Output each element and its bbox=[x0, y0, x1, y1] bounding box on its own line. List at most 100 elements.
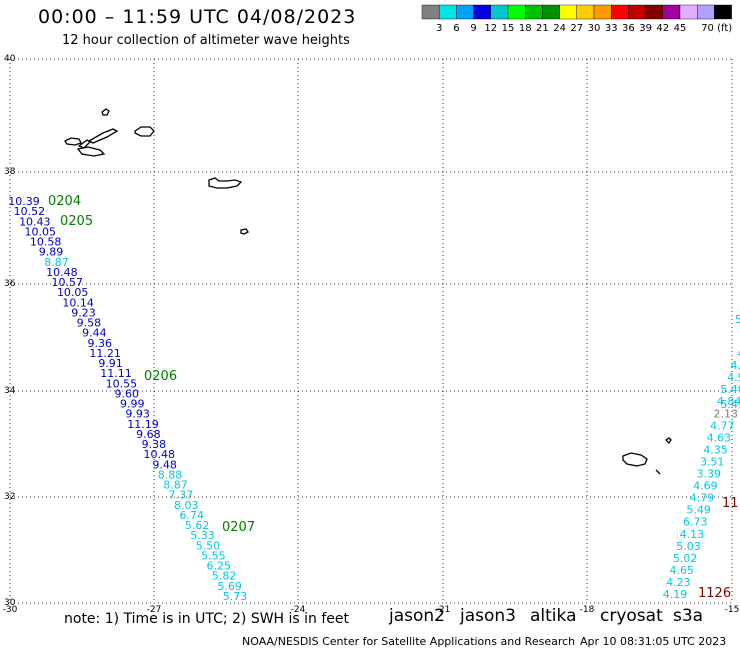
island-terceira bbox=[134, 126, 155, 137]
swh-value: 7.37 bbox=[169, 489, 194, 502]
colorbar-label: 18 bbox=[519, 23, 532, 34]
legend-altika-label: altika bbox=[530, 606, 577, 626]
x-tick-label: -27 bbox=[147, 605, 162, 615]
colorbar-swatch bbox=[525, 4, 543, 20]
swh-value: 10.39 bbox=[8, 195, 40, 208]
swh-value: 4.13 bbox=[680, 528, 705, 541]
colorbar-label: 33 bbox=[605, 23, 618, 34]
swh-value: 4.19 bbox=[663, 588, 688, 601]
swh-value: 5.62 bbox=[185, 519, 210, 532]
lat-lon-grid bbox=[9, 58, 733, 604]
colorbar-labels: 3 6 9 12 15 18 21 24 27 30 33 36 39 42 45 70 (ft) bbox=[436, 23, 732, 34]
island-flores bbox=[101, 108, 110, 116]
wave-height-colorbar: 3 6 9 12 15 18 21 24 27 30 33 36 39 42 45 70 (ft) bbox=[421, 4, 732, 34]
time-label: 0206 bbox=[144, 369, 177, 384]
colorbar-label: 30 bbox=[588, 23, 601, 34]
legend-s3a: s3a bbox=[673, 606, 703, 626]
swh-value: 3.51 bbox=[700, 455, 725, 468]
swh-value: 11.21 bbox=[89, 347, 121, 360]
swh-value: 5. bbox=[735, 313, 740, 326]
colorbar-label: 3 bbox=[436, 23, 442, 34]
swh-value: 9.68 bbox=[136, 428, 161, 441]
swh-value: 10.58 bbox=[30, 236, 62, 249]
time-label: 0207 bbox=[222, 520, 255, 535]
colorbar-swatch bbox=[507, 4, 526, 20]
x-tick-label: -21 bbox=[436, 605, 451, 615]
island-santa-maria bbox=[240, 228, 249, 235]
colorbar-label: 45 bbox=[674, 23, 687, 34]
swh-value: 9.44 bbox=[82, 327, 107, 340]
swh-value: 9.23 bbox=[71, 306, 96, 319]
swh-value: 5.40 bbox=[720, 383, 740, 396]
swh-value: 8.87 bbox=[44, 256, 69, 269]
colorbar-swatch bbox=[576, 4, 595, 20]
y-tick-label: 32 bbox=[4, 492, 15, 502]
colorbar-swatch bbox=[439, 4, 457, 20]
swh-value: 8.03 bbox=[174, 499, 199, 512]
y-tick-label: 36 bbox=[4, 279, 16, 289]
time-label: 1126 bbox=[698, 586, 731, 601]
swh-value: 10.48 bbox=[144, 448, 176, 461]
colorbar-swatches bbox=[421, 4, 732, 20]
colorbar-swatch bbox=[697, 4, 715, 20]
swh-value: 3.39 bbox=[697, 468, 722, 481]
x-tick-label: -15 bbox=[725, 605, 740, 615]
time-labels-right: 11 1126 bbox=[698, 496, 739, 601]
time-label: 11 bbox=[722, 496, 739, 511]
generated-timestamp: Apr 10 08:31:05 UTC 2023 bbox=[580, 635, 727, 648]
swh-value: 9.60 bbox=[115, 387, 140, 400]
swh-value: 4.35 bbox=[703, 443, 728, 456]
x-tick-label: -30 bbox=[3, 605, 18, 615]
swh-value: 9.91 bbox=[98, 357, 123, 370]
swh-value: 4.63 bbox=[707, 431, 732, 444]
colorbar-label: 21 bbox=[536, 23, 549, 34]
swh-value: 10.05 bbox=[24, 225, 56, 238]
time-label: 0204 bbox=[48, 194, 81, 209]
page-subtitle: 12 hour collection of altimeter wave hei… bbox=[62, 33, 350, 48]
altimeter-track-right: 54.4.74.95.404.842.134.774.634.353.513.3… bbox=[663, 313, 740, 601]
colorbar-swatch bbox=[679, 4, 698, 20]
colorbar-swatch bbox=[645, 4, 663, 20]
swh-value: 10.14 bbox=[62, 296, 94, 309]
swh-value: 4.69 bbox=[693, 480, 718, 493]
colorbar-label: 39 bbox=[639, 23, 652, 34]
swh-value: 10.43 bbox=[19, 215, 51, 228]
swh-value: 10.52 bbox=[14, 205, 46, 218]
swh-value: 10.05 bbox=[57, 286, 89, 299]
swh-value: 9.99 bbox=[120, 398, 145, 411]
legend-jason2: jason2 bbox=[389, 606, 445, 626]
colorbar-swatch bbox=[628, 4, 646, 20]
swh-value: 9.38 bbox=[142, 438, 167, 451]
y-tick-label: 30 bbox=[4, 598, 16, 608]
footer-note: note: 1) Time is in UTC; 2) SWH is in fe… bbox=[64, 611, 350, 627]
swh-value: 4.84 bbox=[717, 395, 740, 408]
colorbar-label: 12 bbox=[484, 23, 497, 34]
colorbar-swatch bbox=[714, 4, 732, 20]
swh-value: 9.89 bbox=[39, 246, 64, 259]
swh-value: 5.69 bbox=[217, 580, 242, 593]
colorbar-label: 42 bbox=[656, 23, 669, 34]
swh-value: 9.36 bbox=[87, 337, 112, 350]
island-madeira bbox=[622, 452, 648, 467]
swh-value: 6.73 bbox=[683, 516, 708, 529]
swh-value: 10.48 bbox=[46, 266, 78, 279]
swh-value: 5.82 bbox=[212, 570, 237, 583]
swh-value: 5.02 bbox=[673, 552, 698, 565]
swh-value: 11.11 bbox=[100, 367, 132, 380]
axis-tick-labels: -30 -27 -24 -21 -18 -15 40 38 36 34 32 30 bbox=[3, 54, 740, 615]
colorbar-swatch bbox=[473, 4, 492, 20]
island-desertas bbox=[655, 469, 661, 475]
swh-value: 5.33 bbox=[190, 529, 215, 542]
colorbar-swatch bbox=[421, 4, 440, 20]
legend-cryosat-label: cryosat bbox=[600, 606, 663, 626]
swh-value: 9.93 bbox=[125, 408, 150, 421]
swh-value: 11.19 bbox=[127, 418, 159, 431]
swh-value: 10.55 bbox=[106, 377, 138, 390]
colorbar-swatch bbox=[490, 4, 509, 20]
swh-value: 5.55 bbox=[201, 549, 226, 562]
page-title: 00:00 – 11:59 UTC 04/08/2023 bbox=[38, 6, 357, 28]
legend-s3a-label: s3a bbox=[673, 606, 704, 626]
swh-value: 5.49 bbox=[686, 504, 711, 517]
island-sao-miguel bbox=[208, 177, 243, 189]
